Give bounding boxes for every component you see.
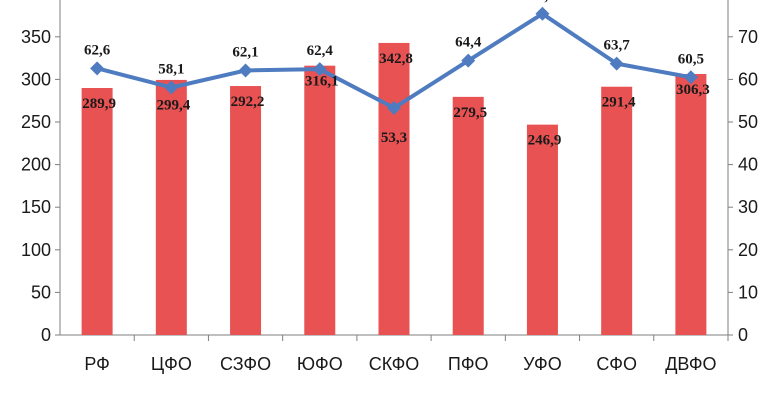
right-tick-label: 10 [738, 282, 758, 302]
right-tick-label: 80 [738, 0, 758, 4]
right-tick-label: 0 [738, 325, 748, 345]
left-tick-label: 300 [21, 69, 51, 89]
left-tick-label: 100 [21, 240, 51, 260]
line-point [312, 62, 327, 77]
line-data-label: 64,4 [455, 35, 482, 51]
line-data-label: 58,1 [158, 61, 184, 77]
category-label: РФ [84, 354, 110, 374]
right-tick-label: 50 [738, 112, 758, 132]
bar [378, 42, 410, 336]
bar [230, 86, 262, 336]
line-point [461, 53, 476, 68]
category-label: УФО [523, 354, 562, 374]
category-label: ДВФО [665, 354, 716, 374]
right-tick-label: 40 [738, 155, 758, 175]
line-data-label: 60,5 [678, 51, 704, 67]
line-data-label: 62,6 [84, 42, 111, 58]
bar [304, 65, 336, 335]
category-label: СКФО [369, 354, 420, 374]
left-tick-label: 200 [21, 155, 51, 175]
right-tick-label: 20 [738, 240, 758, 260]
line-point [535, 6, 550, 21]
line-data-label: 62,1 [232, 44, 258, 60]
right-tick-label: 60 [738, 69, 758, 89]
line-point [90, 61, 105, 76]
bar [452, 96, 484, 335]
bar-data-label: 342,8 [379, 51, 413, 67]
left-tick-label: 250 [21, 112, 51, 132]
bar-data-label: 291,4 [602, 95, 636, 111]
bar-data-label: 316,1 [305, 74, 339, 90]
category-label: СЗФО [220, 354, 271, 374]
line-point [387, 100, 401, 115]
bar [155, 79, 187, 336]
left-tick-label: 0 [41, 325, 51, 345]
line-data-label: 63,7 [604, 38, 631, 54]
bar [81, 88, 113, 335]
category-label: ЮФО [297, 354, 343, 374]
bar [675, 74, 707, 335]
line-point [683, 70, 698, 85]
left-tick-label: 150 [21, 197, 51, 217]
line-point [609, 56, 624, 71]
bar-data-label: 279,5 [453, 105, 487, 121]
line-data-label: 75,4 [529, 0, 556, 4]
line-point [238, 63, 253, 78]
category-label: ПФО [448, 354, 489, 374]
bar-data-label: 292,2 [231, 94, 265, 110]
left-tick-label: 50 [31, 282, 51, 302]
bar-data-label: 299,4 [156, 97, 190, 113]
line-data-label: 53,3 [381, 130, 407, 146]
right-tick-label: 30 [738, 197, 758, 217]
category-label: ЦФО [151, 354, 192, 374]
bar [526, 124, 558, 335]
bar-data-label: 246,9 [528, 133, 562, 149]
left-tick-label: 350 [21, 27, 51, 47]
bar [601, 86, 633, 335]
category-label: СФО [596, 354, 637, 374]
left-tick-label: 400 [21, 0, 51, 4]
line-point [164, 80, 179, 95]
bar-data-label: 289,9 [82, 96, 116, 112]
line-data-label: 62,4 [307, 43, 334, 59]
right-tick-label: 70 [738, 27, 758, 47]
bar-data-label: 306,3 [676, 82, 710, 98]
